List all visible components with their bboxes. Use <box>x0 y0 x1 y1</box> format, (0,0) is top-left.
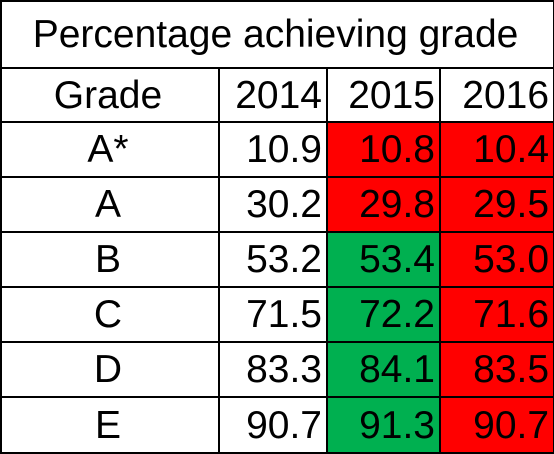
title-row: Percentage achieving grade <box>0 0 554 69</box>
percentage-cell-2016: 71.6 <box>438 286 554 343</box>
percentage-cell-2016: 90.7 <box>438 396 554 454</box>
year-header-2016: 2016 <box>438 67 554 123</box>
grade-column-header: Grade <box>0 67 220 123</box>
header-row: Grade 2014 2015 2016 <box>0 67 554 123</box>
percentage-cell-2016: 29.5 <box>438 176 554 233</box>
percentage-cell-2014: 83.3 <box>218 341 328 398</box>
table-row: D 83.3 84.1 83.5 <box>0 341 554 398</box>
grade-label: E <box>0 396 220 454</box>
percentage-cell-2016: 53.0 <box>438 231 554 288</box>
table-row: C 71.5 72.2 71.6 <box>0 286 554 343</box>
grade-label: A <box>0 176 220 233</box>
percentage-cell-2015: 72.2 <box>326 286 441 343</box>
grade-label: A* <box>0 121 220 178</box>
percentage-cell-2014: 53.2 <box>218 231 328 288</box>
table-row: E 90.7 91.3 90.7 <box>0 396 554 454</box>
percentage-cell-2014: 90.7 <box>218 396 328 454</box>
percentage-cell-2015: 10.8 <box>326 121 441 178</box>
percentage-cell-2015: 53.4 <box>326 231 441 288</box>
year-header-2015: 2015 <box>326 67 441 123</box>
percentage-cell-2015: 29.8 <box>326 176 441 233</box>
grade-label: C <box>0 286 220 343</box>
percentage-cell-2014: 71.5 <box>218 286 328 343</box>
grade-label: D <box>0 341 220 398</box>
table-row: B 53.2 53.4 53.0 <box>0 231 554 288</box>
percentage-cell-2016: 83.5 <box>438 341 554 398</box>
percentage-cell-2016: 10.4 <box>438 121 554 178</box>
percentage-cell-2014: 10.9 <box>218 121 328 178</box>
percentage-cell-2015: 84.1 <box>326 341 441 398</box>
grade-label: B <box>0 231 220 288</box>
percentage-cell-2015: 91.3 <box>326 396 441 454</box>
table-row: A 30.2 29.8 29.5 <box>0 176 554 233</box>
table-row: A* 10.9 10.8 10.4 <box>0 121 554 178</box>
year-header-2014: 2014 <box>218 67 328 123</box>
table-title: Percentage achieving grade <box>0 0 554 69</box>
percentage-cell-2014: 30.2 <box>218 176 328 233</box>
